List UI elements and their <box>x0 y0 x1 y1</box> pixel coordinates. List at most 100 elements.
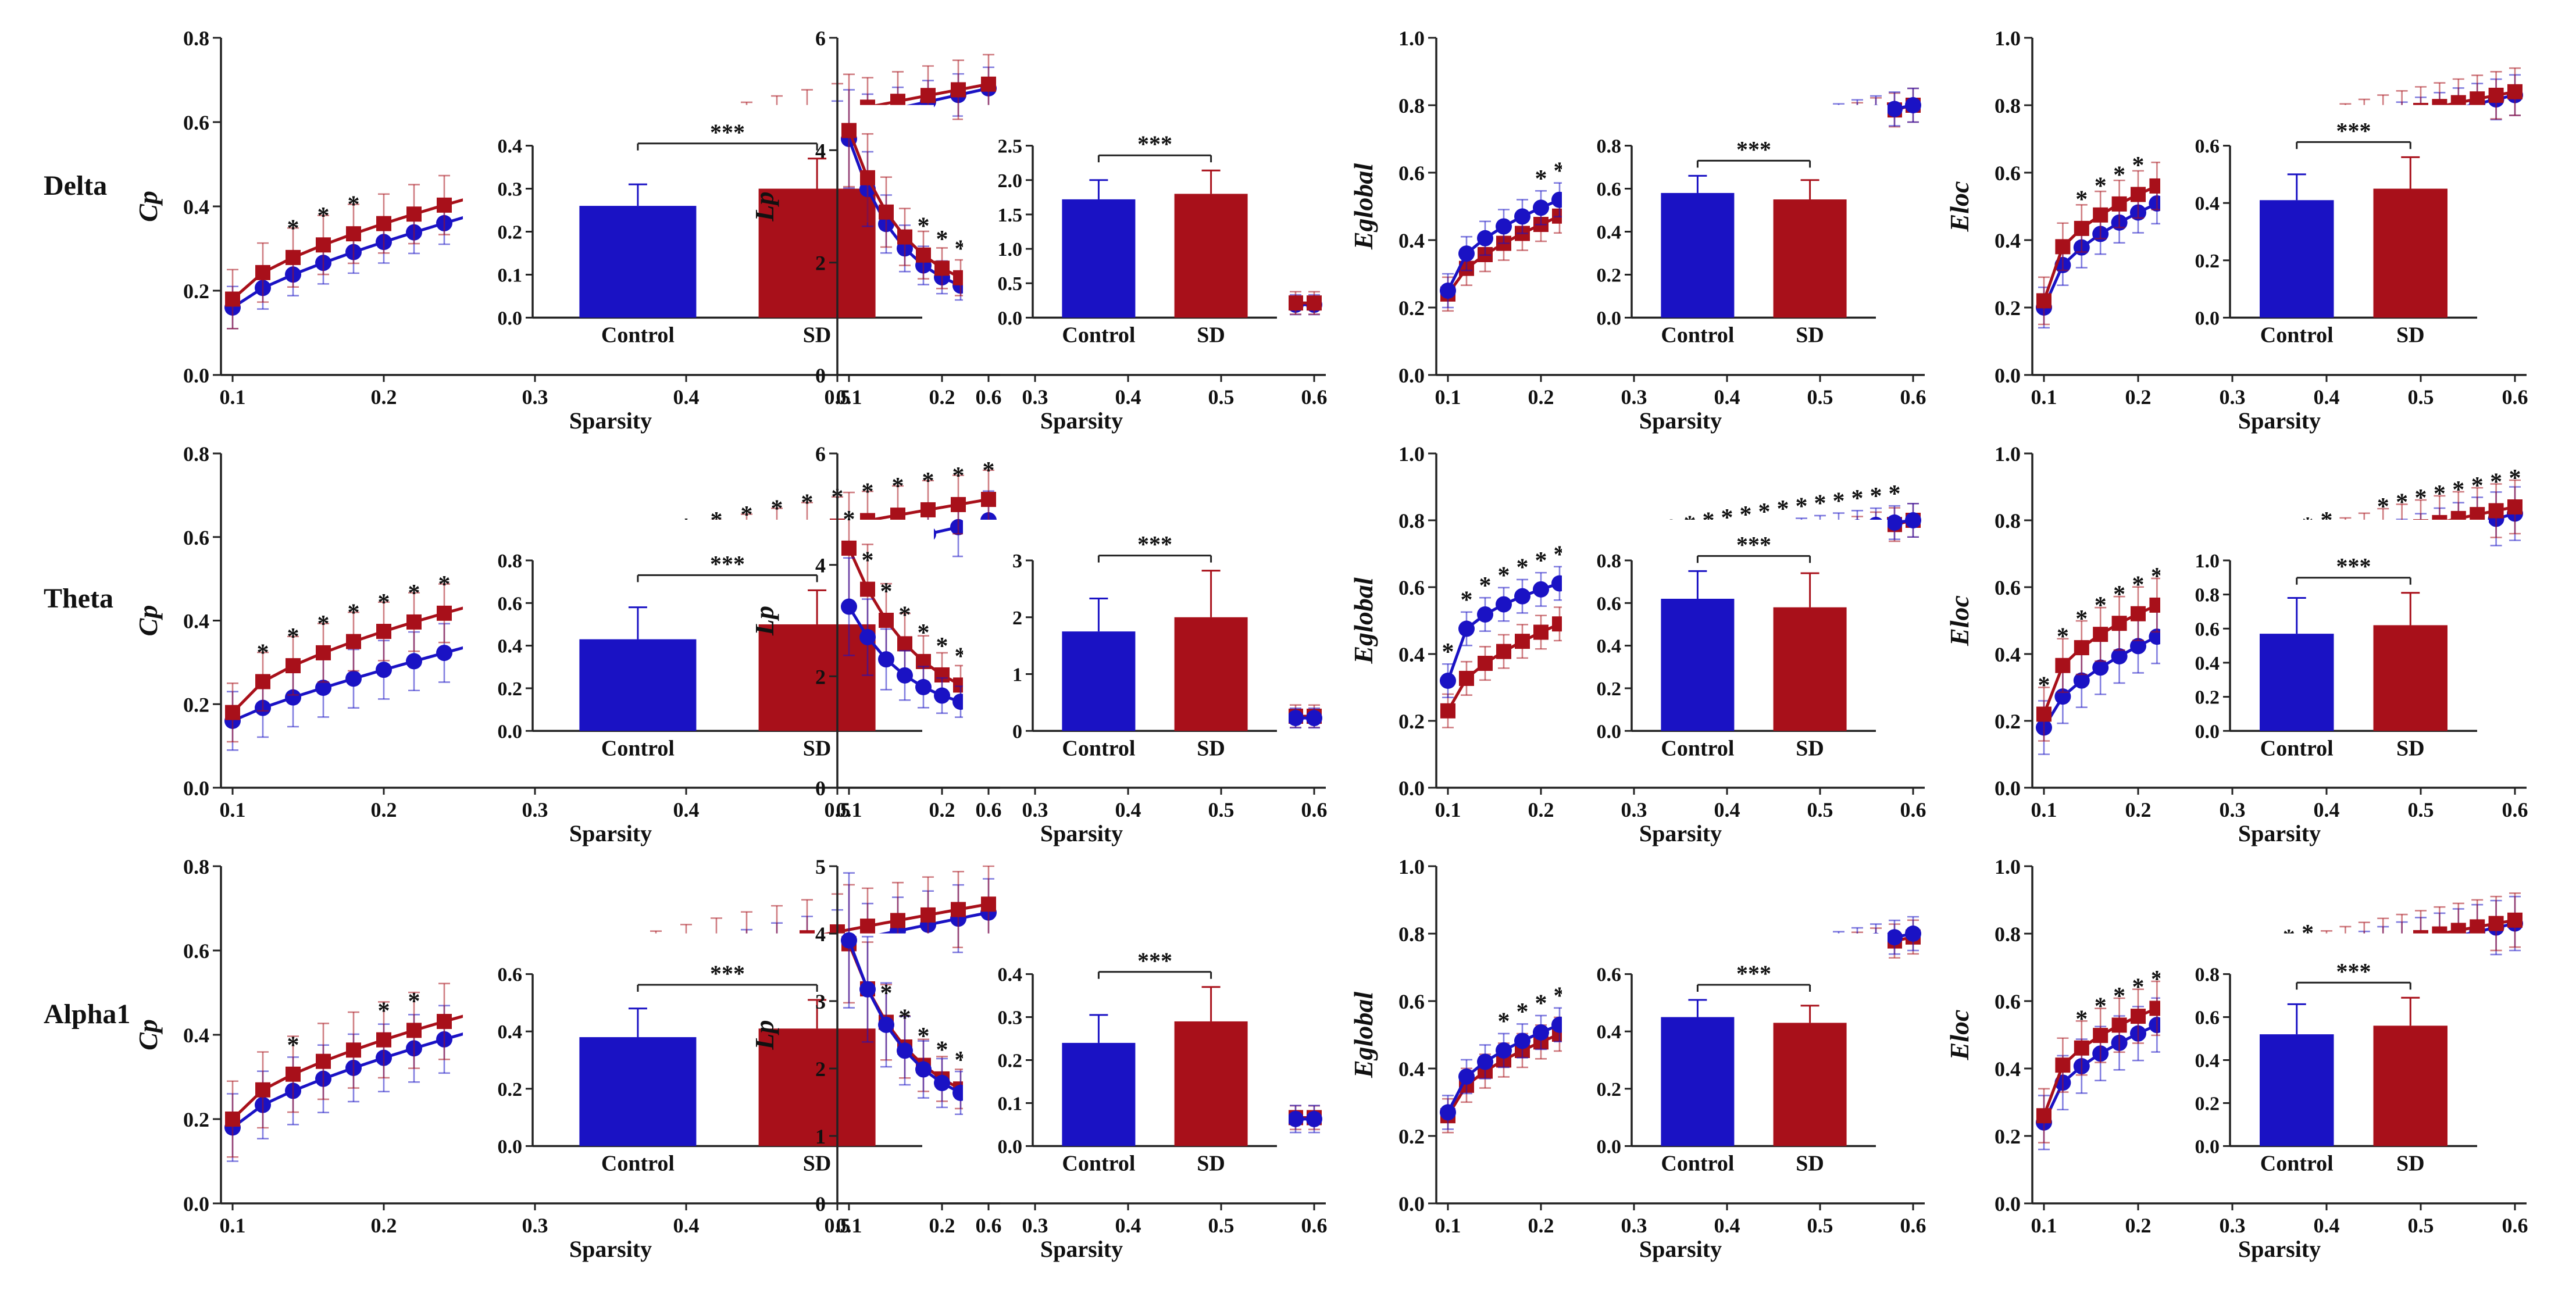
data-point <box>2488 503 2504 519</box>
inset-y-tick-label: 2.5 <box>998 136 1023 158</box>
data-point <box>934 687 950 704</box>
significance-star: * <box>983 458 995 484</box>
y-tick-label: 0.0 <box>1398 364 1425 387</box>
data-point <box>934 260 950 276</box>
inset-bar-sd <box>1174 1021 1248 1146</box>
data-point <box>1533 1024 1549 1041</box>
x-tick-label: 0.1 <box>2031 798 2057 821</box>
data-point <box>915 678 932 695</box>
inset-category-label: Control <box>1062 1151 1135 1175</box>
data-point <box>1515 634 1530 649</box>
significance-star: * <box>2151 563 2163 590</box>
data-point <box>1287 710 1304 727</box>
data-point <box>2036 293 2051 309</box>
y-tick-label: 0.0 <box>1995 1192 2021 1216</box>
inset-y-tick-label: 0.4 <box>998 964 1023 986</box>
significance-star: * <box>378 998 390 1024</box>
data-point <box>1496 644 1511 659</box>
data-point <box>920 907 936 923</box>
inset-bar-control <box>579 639 697 731</box>
inset-category-label: Control <box>601 1151 675 1175</box>
inset-category-label: Control <box>1661 1151 1734 1175</box>
inset-y-tick-label: 0.1 <box>498 265 523 286</box>
y-tick-label: 0.8 <box>1398 923 1425 946</box>
data-point <box>1477 606 1493 623</box>
data-point <box>1477 230 1493 246</box>
significance-star: * <box>438 571 451 598</box>
y-axis-label: Eloc <box>1945 595 1974 646</box>
data-point <box>1514 208 1530 225</box>
significance-star: * <box>936 226 948 253</box>
data-point <box>1440 673 1456 689</box>
inset-y-tick-label: 0.2 <box>2195 687 2220 709</box>
inset-bar-control <box>579 1037 697 1146</box>
inset-bar-control <box>1062 199 1136 318</box>
inset-y-tick-label: 0.2 <box>1597 265 1622 286</box>
inset-y-tick-label: 0.1 <box>998 1093 1023 1114</box>
x-tick-label: 0.6 <box>1900 385 1926 409</box>
inset-y-tick-label: 0.4 <box>498 636 523 657</box>
data-point <box>890 913 905 928</box>
inset-y-tick-label: 0.2 <box>498 1079 523 1100</box>
inset-y-tick-label: 0.6 <box>2195 136 2220 158</box>
data-point <box>286 658 301 674</box>
significance-star: * <box>2113 983 2125 1010</box>
data-point <box>897 1042 913 1059</box>
data-point <box>981 492 996 508</box>
data-point <box>1306 710 1322 727</box>
significance-star: * <box>918 213 930 240</box>
x-tick-label: 0.3 <box>2220 385 2246 409</box>
data-point <box>951 496 966 512</box>
data-point <box>255 674 270 689</box>
data-point <box>286 249 301 265</box>
inset-y-tick-label: 0.0 <box>498 1136 523 1157</box>
inset-y-tick-label: 0.2 <box>498 222 523 244</box>
significance-star: * <box>1851 485 1864 512</box>
data-point <box>1905 925 1921 942</box>
y-tick-label: 2 <box>815 1057 826 1081</box>
y-tick-label: 1.0 <box>1995 855 2021 878</box>
significance-star: * <box>843 506 855 533</box>
x-tick-label: 0.4 <box>673 798 700 821</box>
data-point <box>981 76 996 92</box>
data-point <box>346 634 361 649</box>
data-point <box>2111 1017 2127 1033</box>
x-tick-label: 0.6 <box>1900 1214 1926 1237</box>
inset-bar-control <box>1062 631 1136 731</box>
y-tick-label: 5 <box>815 855 826 878</box>
inset-bar-sd <box>1174 617 1248 731</box>
x-tick-label: 0.5 <box>1807 798 1833 821</box>
inset-significance-label: *** <box>1137 948 1172 974</box>
significance-star: * <box>2490 469 2502 495</box>
data-point <box>436 645 452 662</box>
y-axis-label: Eloc <box>1945 181 1974 233</box>
data-point <box>1459 670 1474 686</box>
x-tick-label: 0.5 <box>2408 385 2434 409</box>
significance-star: * <box>2075 606 2088 633</box>
y-tick-label: 0.4 <box>183 195 209 219</box>
data-point <box>1905 97 1921 113</box>
x-tick-label: 0.2 <box>2125 798 2152 821</box>
data-point <box>437 197 452 213</box>
x-axis-label: Sparsity <box>1040 1236 1123 1262</box>
significance-star: * <box>257 639 269 666</box>
y-axis-label: Eglobal <box>1348 992 1378 1078</box>
inset-y-tick-label: 0.8 <box>498 551 523 572</box>
y-tick-label: 0.2 <box>1995 1125 2021 1148</box>
inset-y-tick-label: 0.4 <box>1597 636 1622 657</box>
data-point <box>860 581 875 597</box>
y-tick-label: 0.2 <box>1398 1125 1425 1148</box>
data-point <box>1478 656 1493 671</box>
significance-star: * <box>936 1037 948 1064</box>
y-tick-label: 3 <box>815 990 826 1013</box>
inset-category-label: SD <box>2396 1151 2425 1175</box>
row-label-theta: Theta <box>44 583 113 614</box>
significance-star: * <box>1889 481 1901 508</box>
inset-bar-chart: 0.0 0.2 0.4 0.6 0.8 1.0 Control SD *** <box>2160 520 2489 772</box>
significance-star: * <box>1517 555 1529 581</box>
significance-star: * <box>918 1023 930 1050</box>
data-point <box>920 88 936 103</box>
significance-star: * <box>317 203 330 230</box>
significance-star: * <box>348 192 360 219</box>
x-tick-label: 0.1 <box>836 798 862 821</box>
